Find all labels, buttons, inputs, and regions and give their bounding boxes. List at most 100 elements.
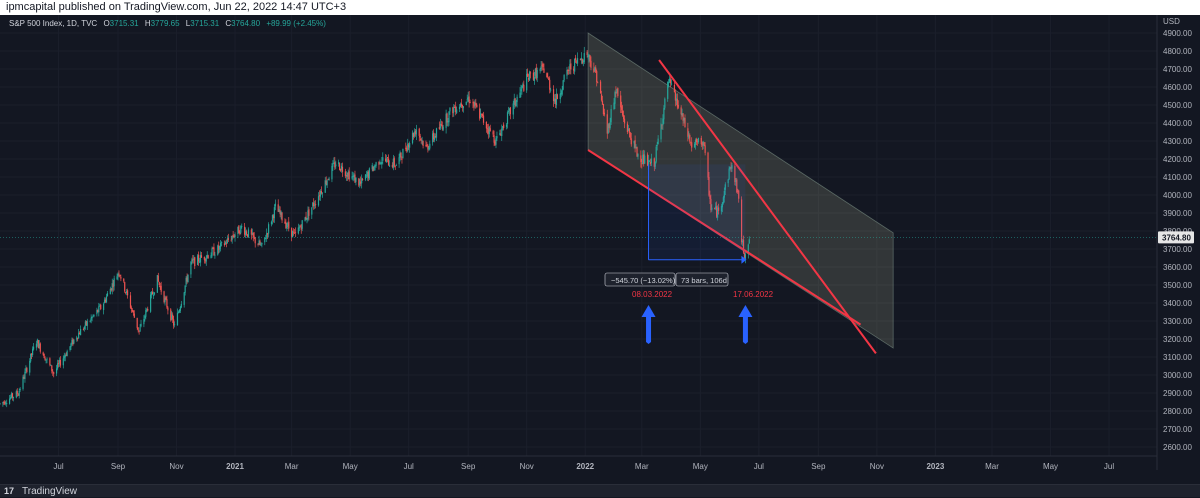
candle-body (702, 141, 704, 146)
candle-body (522, 84, 524, 86)
price-tick-label: 3000.00 (1163, 371, 1192, 380)
candle-body (475, 102, 477, 106)
candle-body (171, 314, 173, 320)
candle-body (137, 327, 139, 331)
candle-body (133, 313, 135, 318)
candle-body (271, 215, 274, 221)
candle-body (240, 225, 242, 233)
candle-body (566, 69, 568, 76)
candle-body (335, 164, 337, 167)
candle-body (460, 103, 463, 107)
candle-body (474, 102, 476, 106)
price-chart[interactable]: −545.70 (−13.02%) −5 73 bars, 106d 08.03… (0, 15, 1200, 484)
candle-body (197, 255, 199, 265)
candle-body (407, 143, 409, 151)
candle-body (467, 97, 469, 100)
candle-body (151, 291, 154, 295)
candle-body (549, 79, 551, 90)
candle-body (737, 191, 739, 192)
candle-body (446, 113, 448, 123)
candle-body (546, 73, 548, 78)
candle-body (458, 106, 461, 110)
candle-body (489, 128, 491, 132)
candle-body (664, 98, 666, 108)
candle-body (315, 204, 317, 205)
candle-body (103, 303, 105, 311)
candle-body (163, 291, 165, 303)
candle-body (183, 292, 185, 305)
price-tick-label: 3300.00 (1163, 317, 1192, 326)
candle-body (682, 113, 684, 121)
candle-body (540, 66, 542, 70)
candle-body (669, 79, 672, 84)
candle-body (505, 124, 508, 127)
candle-body (18, 390, 20, 396)
candle-body (521, 85, 523, 90)
candle-body (675, 98, 677, 101)
candle-body (649, 161, 652, 164)
candle-body (601, 100, 604, 105)
candle-body (695, 139, 698, 142)
candle-body (307, 210, 309, 219)
candle-body (298, 227, 300, 229)
candle-body (426, 144, 428, 146)
legend-symbol: S&P 500 Index, 1D, TVC (9, 19, 97, 28)
candle-body (729, 167, 731, 169)
candle-body (166, 299, 168, 308)
candle-body (653, 158, 655, 167)
candle-body (288, 221, 290, 229)
candle-body (647, 159, 650, 167)
candle-body (683, 118, 685, 121)
candle-body (516, 96, 518, 102)
candle-body (184, 285, 186, 293)
candle-body (623, 118, 626, 124)
candle-body (224, 242, 227, 245)
candle-body (285, 222, 287, 228)
candle-body (4, 401, 6, 405)
candle-body (287, 222, 289, 227)
candle-body (199, 255, 202, 263)
candle-body (492, 131, 494, 135)
candle-body (593, 68, 595, 72)
candle-body (44, 357, 46, 361)
trend-lines[interactable] (587, 59, 877, 354)
legend-change: +89.99 (+2.45%) (266, 19, 326, 28)
candle-body (419, 135, 421, 138)
candle-body (177, 312, 180, 313)
candle-body (541, 64, 543, 66)
time-tick-label: May (693, 462, 708, 471)
candle-body (380, 162, 382, 164)
time-axis[interactable]: Jul Sep Nov 2021 Mar May Jul Sep Nov 2022 Mar May Ju… (0, 455, 1157, 471)
candle-body (46, 358, 48, 360)
candle-body (634, 140, 636, 148)
candle-body (219, 246, 221, 250)
candle-body (185, 277, 187, 285)
candle-body (528, 71, 531, 81)
candle-body (62, 358, 64, 366)
candle-body (218, 245, 220, 250)
candle-body (596, 71, 598, 83)
date-label-end: 17.06.2022 (733, 290, 774, 299)
candle-body (386, 158, 388, 163)
symbol-legend[interactable]: S&P 500 Index, 1D, TVC O3715.31 H3779.65… (9, 19, 326, 28)
measure-tool[interactable] (648, 164, 747, 264)
candle-body (456, 109, 458, 114)
price-axis[interactable]: USD 2600.00 2700.00 2800.00 2900.00 3000.00 3… (1156, 15, 1192, 470)
time-tick-label: 2021 (226, 462, 244, 471)
candle-body (428, 148, 430, 150)
candle-body (693, 143, 696, 148)
candle-body (160, 285, 162, 292)
candle-body (186, 277, 188, 282)
candle-body (520, 89, 522, 92)
candle-body (43, 353, 45, 359)
up-arrow-icon (738, 305, 753, 344)
candle-body (206, 254, 208, 258)
candle-body (633, 140, 635, 144)
candle-body (324, 180, 326, 193)
candle-body (11, 393, 14, 398)
candle-body (614, 92, 616, 104)
candle-body (642, 154, 644, 165)
price-tick-label: 3100.00 (1163, 353, 1192, 362)
candle-body (52, 371, 54, 373)
candle-body (360, 181, 362, 184)
